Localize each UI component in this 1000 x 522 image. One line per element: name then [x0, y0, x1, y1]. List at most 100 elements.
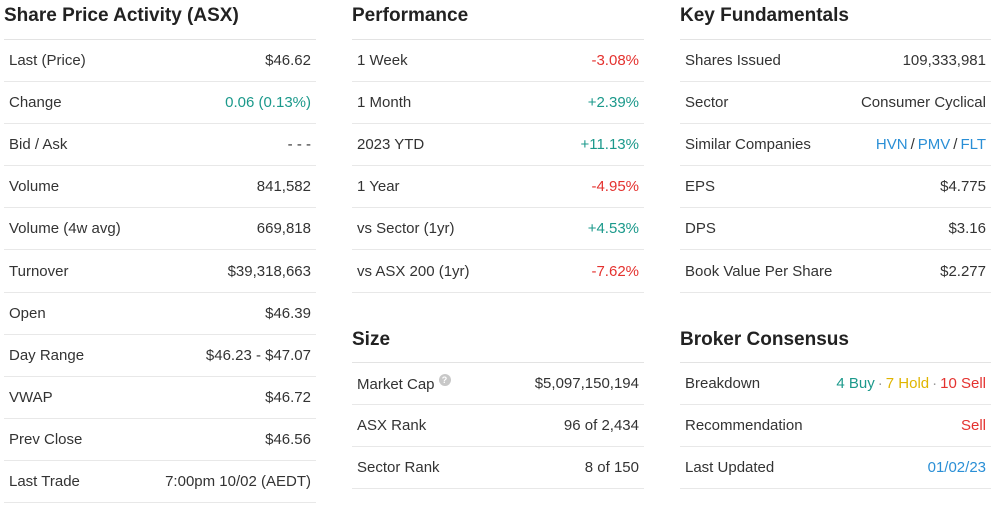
- company-link-pmv[interactable]: PMV: [917, 136, 951, 154]
- row-1-week: 1 Week -3.08%: [352, 40, 644, 83]
- row-last-price: Last (Price) $46.62: [4, 40, 316, 83]
- row-volume-4w: Volume (4w avg) 669,818: [4, 208, 316, 251]
- last-updated-link[interactable]: 01/02/23: [927, 458, 986, 476]
- row-label: ASX Rank: [357, 416, 427, 434]
- row-asx-rank: ASX Rank 96 of 2,434: [352, 405, 644, 447]
- row-label: 1 Year: [357, 178, 400, 196]
- row-vs-asx200: vs ASX 200 (1yr) -7.62%: [352, 250, 644, 293]
- row-last-trade: Last Trade 7:00pm 10/02 (AEDT): [4, 461, 316, 504]
- row-1-year: 1 Year -4.95%: [352, 166, 644, 209]
- row-vs-sector: vs Sector (1yr) +4.53%: [352, 208, 644, 251]
- size-title: Size: [352, 319, 644, 363]
- row-turnover: Turnover $39,318,663: [4, 250, 316, 293]
- similar-companies-links: HVN / PMV / FLT: [876, 136, 986, 153]
- row-value: 0.06 (0.13%): [225, 94, 311, 112]
- row-label: DPS: [685, 220, 716, 238]
- row-value: +4.53%: [587, 220, 639, 238]
- row-value: +2.39%: [587, 94, 639, 112]
- separator: /: [910, 136, 915, 154]
- performance-list: 1 Week -3.08% 1 Month +2.39% 2023 YTD +11.1…: [352, 40, 644, 293]
- sell-count: 10 Sell: [940, 374, 986, 392]
- row-value: Consumer Cyclical: [860, 94, 986, 112]
- fundamentals-title: Key Fundamentals: [680, 0, 991, 40]
- hold-count: 7 Hold: [885, 374, 930, 392]
- broker-title: Broker Consensus: [680, 319, 991, 363]
- row-label: Shares Issued: [685, 52, 781, 70]
- separator: /: [953, 136, 958, 154]
- row-value: $46.72: [265, 388, 311, 406]
- recommendation-value: Sell: [960, 416, 986, 434]
- dot-separator: ·: [932, 374, 938, 392]
- row-label: Bid / Ask: [9, 136, 68, 154]
- row-value: $39,318,663: [227, 262, 311, 280]
- row-label: vs Sector (1yr): [357, 220, 455, 238]
- row-1-month: 1 Month +2.39%: [352, 82, 644, 125]
- row-label: Open: [9, 304, 46, 322]
- row-last-updated: Last Updated 01/02/23: [680, 447, 991, 489]
- fundamentals-list: Shares Issued 109,333,981 Sector Consumer …: [680, 40, 991, 293]
- share-price-panel: Share Price Activity (ASX) Last (Price) $…: [4, 0, 316, 504]
- row-recommendation: Recommendation Sell: [680, 405, 991, 447]
- row-label: Book Value Per Share: [685, 262, 833, 280]
- row-value: 7:00pm 10/02 (AEDT): [165, 472, 311, 490]
- row-value: $3.16: [948, 220, 986, 238]
- size-list: Market Cap? $5,097,150,194 ASX Rank 96 of…: [352, 363, 644, 489]
- row-label: Market Cap?: [357, 373, 451, 393]
- row-label: Sector Rank: [357, 458, 440, 476]
- row-volume: Volume 841,582: [4, 166, 316, 209]
- row-change: Change 0.06 (0.13%): [4, 82, 316, 125]
- row-label: EPS: [685, 178, 716, 196]
- help-icon[interactable]: ?: [438, 373, 451, 386]
- row-value: 669,818: [256, 220, 311, 238]
- row-bid-ask: Bid / Ask - - -: [4, 124, 316, 167]
- row-prev-close: Prev Close $46.56: [4, 419, 316, 461]
- row-value: $46.56: [265, 430, 311, 448]
- row-value: $4.775: [940, 178, 986, 196]
- row-value: $5,097,150,194: [534, 374, 639, 392]
- share-price-list: Last (Price) $46.62 Change 0.06 (0.13%) Bi…: [4, 40, 316, 504]
- row-label: vs ASX 200 (1yr): [357, 262, 470, 280]
- row-value: 109,333,981: [902, 52, 986, 70]
- performance-panel: Performance 1 Week -3.08% 1 Month +2.39% 2…: [352, 0, 644, 489]
- row-value: +11.13%: [580, 136, 639, 154]
- company-link-hvn[interactable]: HVN: [875, 136, 908, 154]
- row-market-cap: Market Cap? $5,097,150,194: [352, 363, 644, 405]
- market-cap-label: Market Cap: [357, 375, 435, 393]
- row-label: Last Trade: [9, 472, 80, 490]
- row-ytd: 2023 YTD +11.13%: [352, 124, 644, 167]
- row-label: VWAP: [9, 388, 53, 406]
- row-label: 1 Month: [357, 94, 412, 112]
- row-value: $46.39: [265, 304, 311, 322]
- row-book-value: Book Value Per Share $2.277: [680, 250, 991, 293]
- row-label: Day Range: [9, 346, 85, 364]
- row-value: $2.277: [940, 262, 986, 280]
- row-label: Similar Companies: [685, 136, 811, 154]
- row-value: 8 of 150: [584, 458, 639, 476]
- fundamentals-panel: Key Fundamentals Shares Issued 109,333,98…: [680, 0, 991, 489]
- row-label: Sector: [685, 94, 729, 112]
- row-value: -3.08%: [591, 52, 639, 70]
- row-label: Breakdown: [685, 374, 761, 392]
- row-value: 96 of 2,434: [563, 416, 639, 434]
- row-label: Volume: [9, 178, 60, 196]
- row-label: Prev Close: [9, 430, 83, 448]
- row-label: Volume (4w avg): [9, 220, 121, 238]
- company-link-flt[interactable]: FLT: [960, 136, 986, 154]
- row-similar-companies: Similar Companies HVN / PMV / FLT: [680, 124, 991, 167]
- row-value: 841,582: [256, 178, 311, 196]
- dot-separator: ·: [877, 374, 883, 392]
- row-sector: Sector Consumer Cyclical: [680, 82, 991, 125]
- row-eps: EPS $4.775: [680, 166, 991, 209]
- row-label: Change: [9, 94, 62, 112]
- row-open: Open $46.39: [4, 293, 316, 335]
- row-value: $46.23 - $47.07: [205, 346, 311, 364]
- row-value: -4.95%: [591, 178, 639, 196]
- row-label: Recommendation: [685, 416, 803, 434]
- performance-title: Performance: [352, 0, 644, 40]
- row-label: 1 Week: [357, 52, 408, 70]
- row-shares-issued: Shares Issued 109,333,981: [680, 40, 991, 83]
- row-label: Last (Price): [9, 52, 86, 70]
- row-value: $46.62: [265, 52, 311, 70]
- row-sector-rank: Sector Rank 8 of 150: [352, 447, 644, 489]
- row-label: 2023 YTD: [357, 136, 425, 154]
